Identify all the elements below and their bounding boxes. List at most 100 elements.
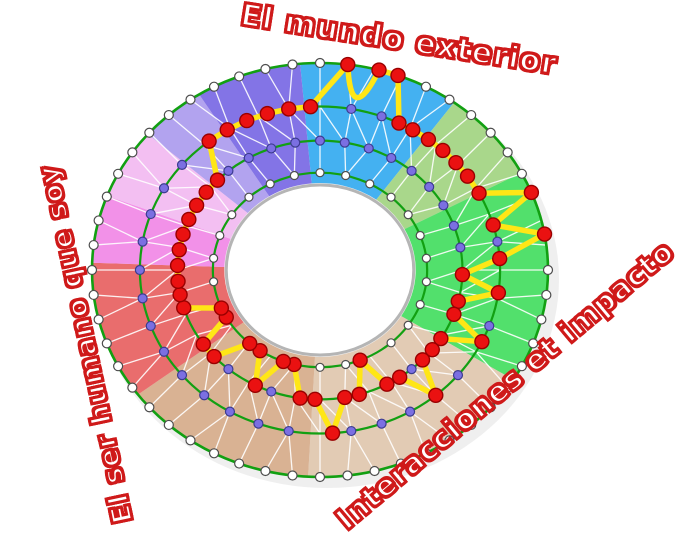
node-white[interactable] <box>101 338 112 349</box>
node-red[interactable] <box>241 335 258 352</box>
node-white[interactable] <box>127 382 138 393</box>
node-purple[interactable] <box>134 264 145 276</box>
node-white[interactable] <box>289 170 299 181</box>
node-white[interactable] <box>127 147 138 158</box>
node-white[interactable] <box>209 277 219 287</box>
node-white[interactable] <box>415 230 425 241</box>
node-purple[interactable] <box>223 165 234 176</box>
node-white[interactable] <box>287 470 298 481</box>
node-red[interactable] <box>169 257 186 274</box>
node-white[interactable] <box>342 470 353 481</box>
node-white[interactable] <box>163 419 174 431</box>
node-purple[interactable] <box>406 364 417 375</box>
node-purple[interactable] <box>145 320 156 332</box>
node-red[interactable] <box>454 266 471 283</box>
node-white[interactable] <box>93 314 104 325</box>
node-white[interactable] <box>88 239 99 251</box>
node-white[interactable] <box>516 361 527 372</box>
node-purple[interactable] <box>290 137 301 148</box>
node-purple[interactable] <box>253 418 264 429</box>
node-purple[interactable] <box>339 137 350 148</box>
node-red[interactable] <box>536 226 553 242</box>
node-purple[interactable] <box>424 181 435 192</box>
node-white[interactable] <box>86 264 98 276</box>
node-white[interactable] <box>341 359 351 370</box>
node-purple[interactable] <box>266 143 277 154</box>
node-white[interactable] <box>215 230 225 241</box>
node-red[interactable] <box>281 101 297 117</box>
node-white[interactable] <box>209 253 219 263</box>
node-white[interactable] <box>420 448 432 459</box>
node-purple[interactable] <box>492 236 503 247</box>
node-white[interactable] <box>227 210 237 220</box>
node-white[interactable] <box>314 471 326 483</box>
node-white[interactable] <box>93 215 104 226</box>
node-purple[interactable] <box>346 103 357 115</box>
node-red[interactable] <box>448 155 464 171</box>
node-purple[interactable] <box>145 208 156 220</box>
node-white[interactable] <box>403 320 413 330</box>
node-red[interactable] <box>198 184 214 200</box>
node-white[interactable] <box>365 179 375 189</box>
node-red[interactable] <box>175 226 191 243</box>
node-purple[interactable] <box>224 406 236 417</box>
node-white[interactable] <box>265 179 275 189</box>
node-white[interactable] <box>314 57 326 69</box>
node-purple[interactable] <box>404 406 416 417</box>
node-white[interactable] <box>113 168 124 179</box>
node-purple[interactable] <box>243 152 254 164</box>
node-red[interactable] <box>176 300 192 316</box>
node-red[interactable] <box>379 376 395 392</box>
node-white[interactable] <box>541 289 552 301</box>
node-white[interactable] <box>485 127 496 138</box>
node-purple[interactable] <box>376 111 387 122</box>
node-purple[interactable] <box>223 364 234 375</box>
node-red[interactable] <box>252 342 268 359</box>
node-red[interactable] <box>201 133 217 149</box>
node-white[interactable] <box>101 191 112 202</box>
node-purple[interactable] <box>363 143 374 154</box>
node-red[interactable] <box>324 425 341 441</box>
node-white[interactable] <box>542 264 554 276</box>
node-white[interactable] <box>386 192 396 202</box>
node-red[interactable] <box>391 115 407 131</box>
node-red[interactable] <box>172 286 188 303</box>
node-purple[interactable] <box>199 390 210 401</box>
node-red[interactable] <box>471 185 487 201</box>
node-purple[interactable] <box>137 236 148 247</box>
node-purple[interactable] <box>176 370 188 381</box>
node-purple[interactable] <box>406 165 417 176</box>
node-red[interactable] <box>352 352 368 368</box>
node-red[interactable] <box>213 300 230 316</box>
node-red[interactable] <box>391 369 408 385</box>
node-white[interactable] <box>234 458 245 469</box>
node-red[interactable] <box>259 105 276 122</box>
node-red[interactable] <box>446 306 462 322</box>
node-red[interactable] <box>170 273 186 289</box>
node-white[interactable] <box>369 465 380 477</box>
node-white[interactable] <box>88 289 99 301</box>
node-red[interactable] <box>302 98 319 115</box>
node-white[interactable] <box>415 299 425 310</box>
node-red[interactable] <box>206 348 222 365</box>
node-purple[interactable] <box>314 135 326 146</box>
node-white[interactable] <box>185 435 196 446</box>
node-white[interactable] <box>466 109 477 121</box>
node-red[interactable] <box>371 62 387 78</box>
node-purple[interactable] <box>438 200 449 211</box>
node-red[interactable] <box>420 131 437 148</box>
node-white[interactable] <box>502 382 513 393</box>
node-white[interactable] <box>341 170 351 181</box>
node-white[interactable] <box>444 94 455 105</box>
node-white[interactable] <box>287 59 298 70</box>
node-purple[interactable] <box>158 346 170 357</box>
node-purple[interactable] <box>386 152 397 164</box>
node-purple[interactable] <box>266 386 277 397</box>
node-white[interactable] <box>386 338 396 348</box>
node-red[interactable] <box>474 333 490 350</box>
node-red[interactable] <box>188 197 205 214</box>
node-white[interactable] <box>403 210 413 220</box>
node-red[interactable] <box>433 330 449 347</box>
node-red[interactable] <box>450 293 466 309</box>
node-white[interactable] <box>260 465 271 477</box>
